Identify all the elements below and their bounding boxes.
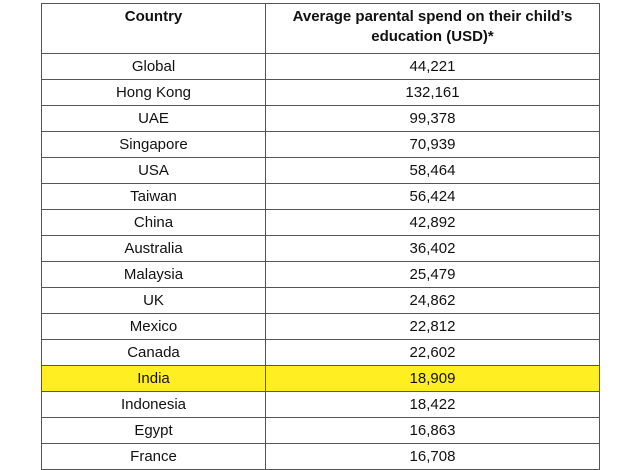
cell-country: Global (41, 53, 266, 80)
table-row: Indonesia 18,422 (41, 391, 600, 418)
table-body: Global 44,221 Hong Kong 132,161 UAE 99,378 Sin… (41, 53, 600, 470)
spend-table: Country Average parental spend on their … (41, 3, 600, 470)
table-row: Global 44,221 (41, 53, 600, 80)
cell-country: Australia (41, 235, 266, 262)
cell-spend: 22,602 (265, 339, 600, 366)
cell-spend: 18,422 (265, 391, 600, 418)
cell-spend: 56,424 (265, 183, 600, 210)
cell-spend: 44,221 (265, 53, 600, 80)
cell-country: Mexico (41, 313, 266, 340)
cell-country: Malaysia (41, 261, 266, 288)
cell-country: UK (41, 287, 266, 314)
cell-spend: 25,479 (265, 261, 600, 288)
cell-country: Hong Kong (41, 79, 266, 106)
cell-spend: 16,708 (265, 443, 600, 470)
table-row: Malaysia 25,479 (41, 261, 600, 288)
cell-country: France (41, 443, 266, 470)
header-spend: Average parental spend on their child’s … (265, 3, 600, 54)
table-row: Egypt 16,863 (41, 417, 600, 444)
cell-spend: 18,909 (265, 365, 600, 392)
table-row: Taiwan 56,424 (41, 183, 600, 210)
table-row: Canada 22,602 (41, 339, 600, 366)
table-row: France 16,708 (41, 443, 600, 470)
cell-country: Singapore (41, 131, 266, 158)
table-row: UK 24,862 (41, 287, 600, 314)
cell-country: India (41, 365, 266, 392)
cell-spend: 24,862 (265, 287, 600, 314)
cell-spend: 70,939 (265, 131, 600, 158)
table-row: Hong Kong 132,161 (41, 79, 600, 106)
table-row: UAE 99,378 (41, 105, 600, 132)
table-row: Mexico 22,812 (41, 313, 600, 340)
table-row: China 42,892 (41, 209, 600, 236)
cell-country: UAE (41, 105, 266, 132)
cell-spend: 132,161 (265, 79, 600, 106)
cell-country: Egypt (41, 417, 266, 444)
cell-spend: 16,863 (265, 417, 600, 444)
cell-spend: 42,892 (265, 209, 600, 236)
header-country: Country (41, 3, 266, 54)
cell-country: Canada (41, 339, 266, 366)
table-row: India 18,909 (41, 365, 600, 392)
cell-spend: 22,812 (265, 313, 600, 340)
header-row: Country Average parental spend on their … (41, 3, 600, 54)
cell-spend: 99,378 (265, 105, 600, 132)
cell-country: Indonesia (41, 391, 266, 418)
cell-country: China (41, 209, 266, 236)
cell-country: Taiwan (41, 183, 266, 210)
cell-country: USA (41, 157, 266, 184)
table-row: Australia 36,402 (41, 235, 600, 262)
table-row: USA 58,464 (41, 157, 600, 184)
table-row: Singapore 70,939 (41, 131, 600, 158)
cell-spend: 58,464 (265, 157, 600, 184)
cell-spend: 36,402 (265, 235, 600, 262)
